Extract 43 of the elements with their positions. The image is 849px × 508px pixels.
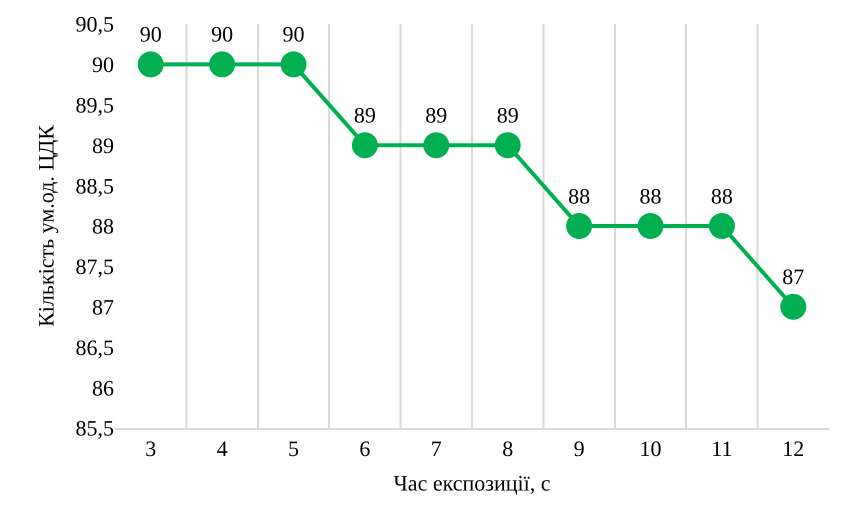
point: [209, 51, 236, 78]
point: [566, 213, 592, 239]
x-tick-label: 10: [640, 436, 662, 462]
y-tick-label: 90: [92, 52, 114, 78]
data-label: 88: [568, 183, 590, 208]
y-tick-label: 88: [92, 214, 114, 239]
point: [280, 51, 306, 78]
data-label: 87: [782, 264, 804, 290]
y-tick-label: 87: [92, 294, 114, 320]
y-tick-label: 88,5: [76, 173, 114, 198]
data-label: 90: [211, 22, 234, 47]
x-tick-label: 3: [145, 436, 156, 462]
point: [708, 213, 735, 239]
point: [423, 132, 450, 158]
y-tick-label: 89,5: [76, 92, 114, 118]
x-tick-label: 11: [711, 436, 732, 462]
x-tick-label: 4: [216, 436, 228, 462]
x-tick-label: 9: [574, 436, 585, 462]
data-label: 89: [425, 102, 448, 128]
x-tick-label: 5: [288, 436, 299, 462]
data-label: 88: [710, 183, 733, 208]
point: [494, 132, 521, 158]
y-tick-label: 90,5: [76, 12, 114, 37]
data-label: 90: [282, 22, 304, 47]
x-tick-label: 7: [430, 436, 442, 462]
point: [138, 51, 164, 78]
y-tick-label: 87,5: [76, 254, 114, 280]
point: [780, 294, 806, 320]
x-tick-label: 8: [502, 436, 514, 462]
y-tick-label: 86: [92, 375, 114, 400]
x-axis-title: Час експозиції, с: [394, 470, 551, 496]
data-label: 89: [354, 102, 376, 128]
point: [352, 132, 378, 158]
data-label: 88: [640, 183, 662, 208]
y-axis-title: Кількість ум.од. ЦДК: [33, 124, 58, 327]
y-tick-label: 85,5: [76, 416, 114, 441]
x-tick-label: 6: [359, 436, 370, 462]
x-tick-label: 12: [782, 436, 804, 462]
point: [638, 213, 664, 239]
data-label: 90: [140, 22, 162, 47]
y-tick-label: 89: [92, 132, 114, 158]
y-tick-label: 86,5: [76, 334, 114, 360]
data-label: 89: [496, 102, 519, 128]
